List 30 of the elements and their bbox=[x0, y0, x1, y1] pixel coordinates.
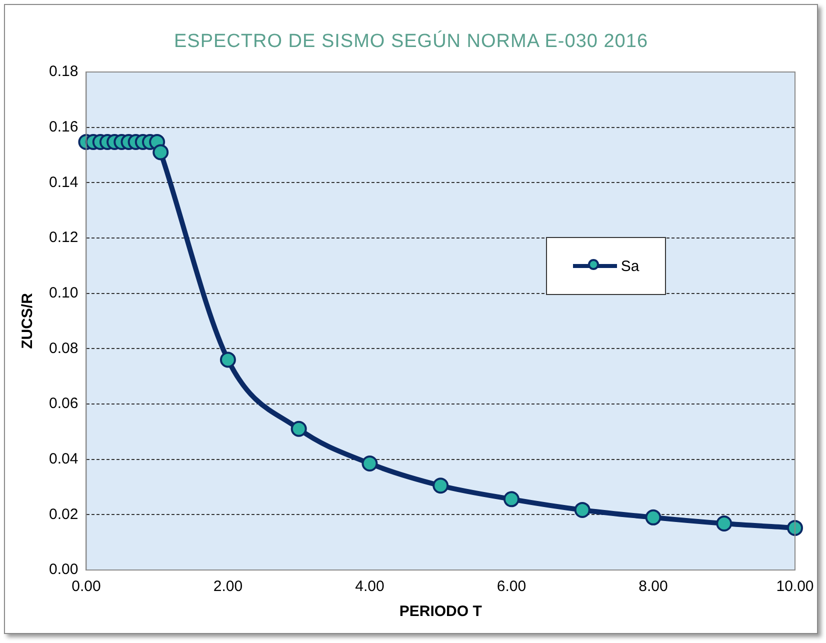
y-tick-label: 0.16 bbox=[48, 118, 78, 136]
y-axis-title: ZUCS/R bbox=[19, 292, 36, 349]
point bbox=[290, 420, 307, 437]
x-tick-label: 0.00 bbox=[72, 578, 101, 596]
y-tick-label: 0.02 bbox=[48, 506, 78, 523]
point bbox=[432, 478, 449, 494]
point bbox=[716, 516, 732, 532]
x-tick-label: 10.00 bbox=[776, 578, 814, 596]
y-tick-label: 0.18 bbox=[48, 63, 78, 80]
point bbox=[362, 455, 378, 472]
point bbox=[645, 509, 662, 526]
point bbox=[574, 502, 590, 518]
y-tick-label: 0.12 bbox=[48, 229, 78, 246]
y-tick-label: 0.06 bbox=[48, 395, 78, 412]
x-tick-label: 4.00 bbox=[355, 578, 384, 596]
x-tick-label: 6.00 bbox=[496, 578, 526, 596]
point bbox=[152, 144, 169, 160]
chart-title: ESPECTRO DE SISMO SEGÚN NORMA E-030 2016 bbox=[172, 31, 650, 53]
y-tick-label: 0.14 bbox=[48, 174, 78, 191]
y-tick-label: 0.00 bbox=[48, 561, 78, 578]
x-tick-label: 2.00 bbox=[213, 578, 243, 596]
legend-label: Sa bbox=[620, 258, 640, 274]
point bbox=[787, 520, 803, 536]
y-tick-label: 0.04 bbox=[48, 450, 78, 468]
x-tick-label: 8.00 bbox=[638, 578, 668, 596]
point bbox=[220, 352, 236, 368]
point bbox=[503, 491, 520, 508]
y-tick-label: 0.08 bbox=[48, 340, 78, 357]
x-axis-title: PERIODO T bbox=[399, 603, 482, 620]
y-tick-label: 0.10 bbox=[48, 284, 78, 302]
